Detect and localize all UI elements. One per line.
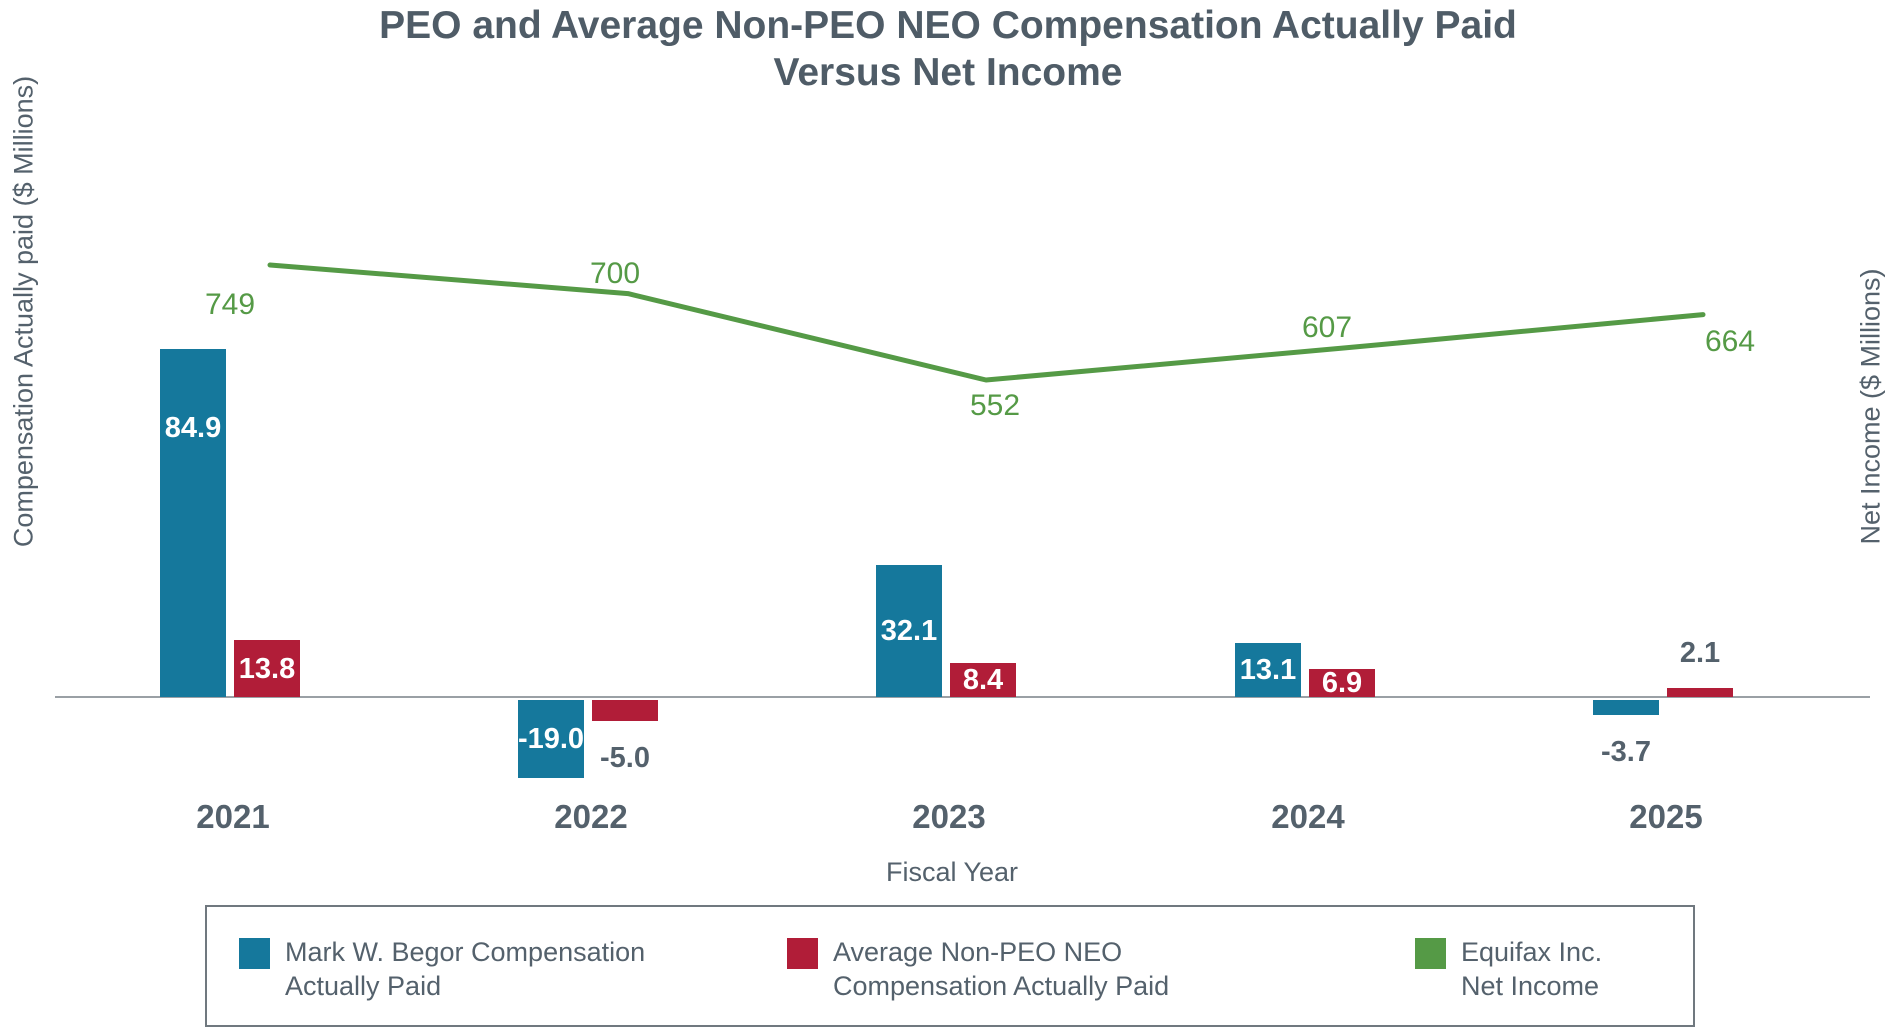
bar-peo_bar-2025: [1593, 700, 1659, 716]
peo-bar-swatch: [239, 938, 270, 969]
legend-label-net-income: Equifax Inc. Net Income: [1461, 935, 1602, 1003]
x-tick-label-2024: 2024: [1271, 798, 1345, 835]
legend: Mark W. Begor Compensation Actually Paid…: [205, 905, 1695, 1027]
legend-item-peo: Mark W. Begor Compensation Actually Paid: [239, 935, 645, 1003]
bar-value-label-neo_bar-2022: -5.0: [600, 741, 650, 774]
bar-neo_bar-2022: [592, 700, 658, 721]
bar-value-label-neo_bar-2025: 2.1: [1679, 637, 1721, 670]
x-axis-title: Fiscal Year: [885, 857, 1019, 887]
bar-value-label-peo_bar-2025: -3.7: [1601, 736, 1651, 769]
x-tick-label-2022: 2022: [554, 798, 628, 835]
legend-label-peo-line2: Actually Paid: [285, 971, 442, 1001]
bar-value-label-peo_bar-2021: 84.9: [164, 411, 222, 444]
legend-item-net-income: Equifax Inc. Net Income: [1415, 935, 1602, 1003]
bar-neo_bar-2023: [950, 662, 1016, 697]
net-income-value-label-2021: 749: [204, 288, 256, 321]
legend-label-neo-line1: Average Non-PEO NEO: [833, 937, 1123, 967]
bar-peo_bar-2022: [518, 700, 584, 778]
x-tick-label-2021: 2021: [196, 798, 270, 835]
legend-label-neo: Average Non-PEO NEO Compensation Actuall…: [833, 935, 1169, 1003]
bar-value-label-neo_bar-2024: 6.9: [1321, 666, 1363, 699]
net-income-value-label-2025: 664: [1704, 324, 1756, 358]
bar-value-label-neo_bar-2021: 13.8: [238, 652, 296, 685]
net-income-polyline: [267, 262, 1706, 383]
bar-value-label-neo_bar-2023: 8.4: [962, 663, 1004, 696]
x-tick-label-2025: 2025: [1629, 798, 1703, 835]
bar-value-label-peo_bar-2024: 13.1: [1239, 654, 1297, 687]
bar-neo_bar-2024: [1309, 668, 1375, 697]
legend-label-neo-line2: Compensation Actually Paid: [833, 971, 1170, 1001]
legend-label-peo-line1: Mark W. Begor Compensation: [285, 937, 646, 967]
net-income-line-swatch: [1415, 938, 1446, 969]
neo-bar-swatch: [787, 938, 818, 969]
legend-item-neo: Average Non-PEO NEO Compensation Actuall…: [787, 935, 1169, 1003]
x-axis-line: [55, 696, 1870, 698]
bar-neo_bar-2025: [1667, 688, 1733, 697]
chart-title-line2: Versus Net Income: [773, 51, 1123, 94]
net-income-value-label-2024: 607: [1301, 310, 1353, 344]
chart-title-line1: PEO and Average Non-PEO NEO Compensation…: [379, 4, 1517, 47]
legend-label-peo: Mark W. Begor Compensation Actually Paid: [285, 935, 645, 1003]
bar-value-label-peo_bar-2022: -19.0: [517, 722, 585, 755]
bar-peo_bar-2021: [160, 348, 226, 697]
x-tick-label-2023: 2023: [912, 798, 986, 835]
chart-title: PEO and Average Non-PEO NEO Compensation…: [0, 2, 1896, 96]
bar-value-label-peo_bar-2023: 32.1: [880, 615, 938, 648]
bar-peo_bar-2024: [1235, 643, 1301, 697]
bar-peo_bar-2023: [876, 565, 942, 697]
legend-label-net-income-line2: Net Income: [1461, 971, 1600, 1001]
net-income-value-label-2023: 552: [969, 389, 1021, 422]
net-income-value-label-2022: 700: [589, 256, 641, 290]
legend-label-net-income-line1: Equifax Inc.: [1461, 937, 1603, 967]
bar-neo_bar-2021: [234, 640, 300, 697]
